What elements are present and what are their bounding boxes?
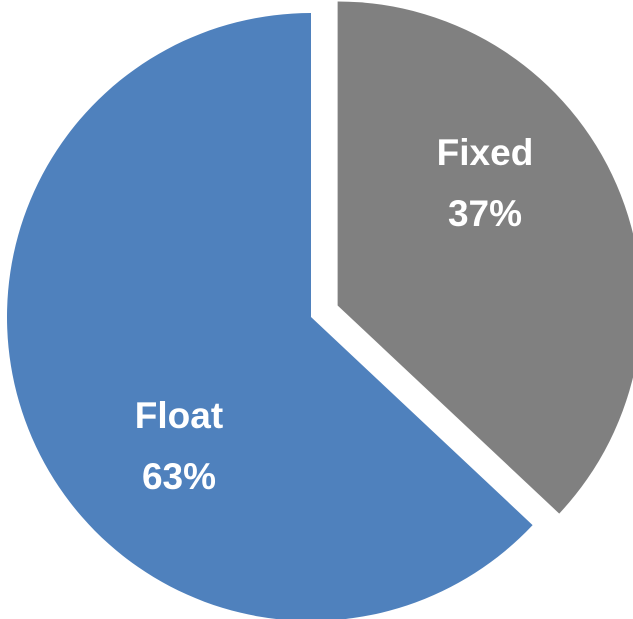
- float-slice-percent: 63%: [142, 456, 216, 497]
- float-slice-label: Float: [135, 395, 223, 436]
- slices-layer: [7, 1, 633, 619]
- fixed-slice-percent: 37%: [448, 193, 522, 234]
- fixed-slice-label: Fixed: [437, 132, 534, 173]
- float-slice: [7, 13, 533, 619]
- fixed-slice: [337, 1, 633, 514]
- labels-layer: Fixed 37% Float 63%: [135, 132, 534, 497]
